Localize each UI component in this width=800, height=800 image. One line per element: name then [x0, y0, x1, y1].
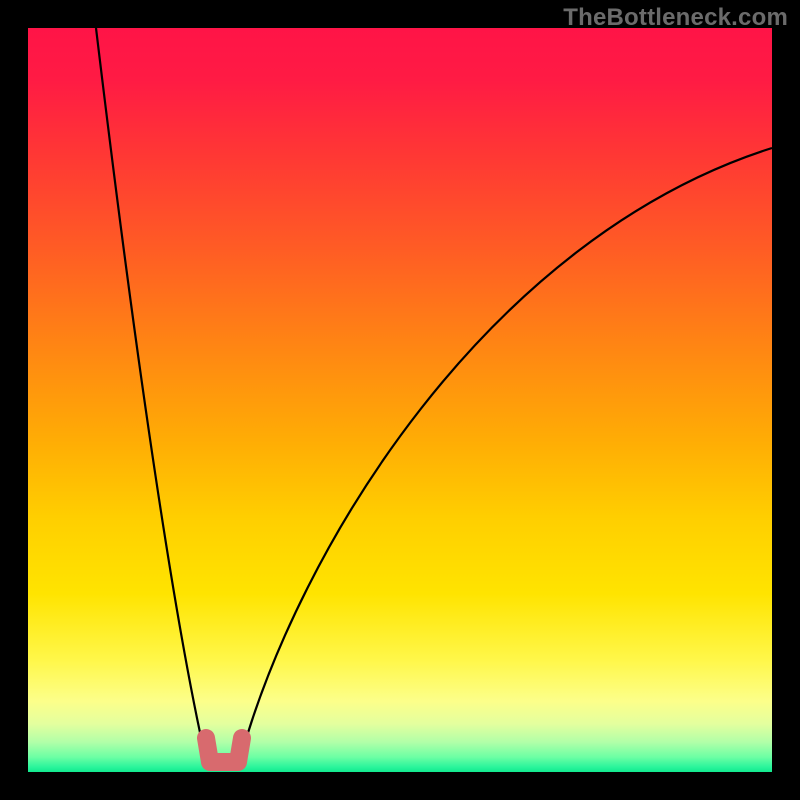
curve-right-branch — [240, 148, 772, 760]
ideal-range-marker — [206, 738, 242, 762]
plot-area — [28, 28, 772, 772]
bottleneck-curve — [28, 28, 772, 772]
watermark-text: TheBottleneck.com — [563, 4, 788, 32]
frame: TheBottleneck.com — [0, 0, 800, 800]
curve-left-branch — [96, 28, 206, 760]
